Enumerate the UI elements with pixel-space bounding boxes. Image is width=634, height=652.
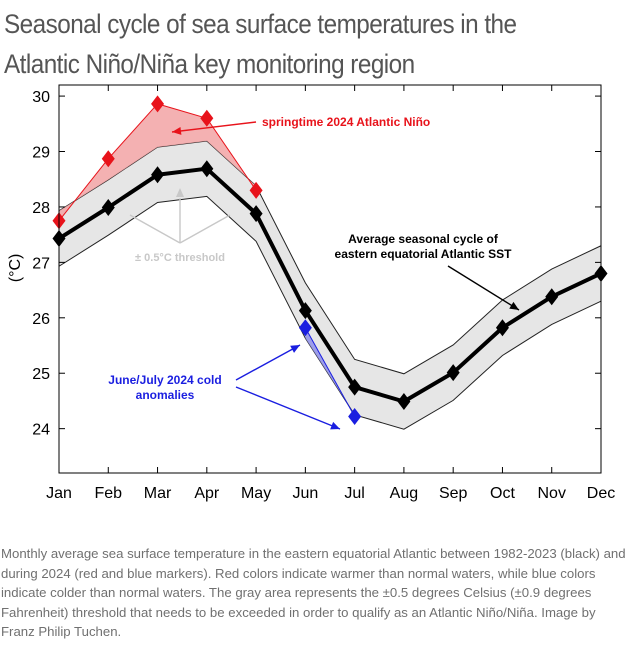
x-tick-label-apr: Apr bbox=[194, 485, 220, 502]
annotation-cold-anomalies-line: June/July 2024 cold bbox=[108, 373, 221, 387]
annotation-average-cycle: Average seasonal cycle of eastern equator… bbox=[335, 232, 513, 261]
x-tick-label-oct: Oct bbox=[490, 485, 515, 502]
arrow-average-cycle-head bbox=[509, 301, 519, 310]
cold-anomaly-line bbox=[304, 327, 356, 417]
y-tick-label: 26 bbox=[32, 311, 50, 328]
average-marker-jun bbox=[298, 302, 312, 320]
average-marker-sep bbox=[446, 364, 460, 382]
y-tick-label: 25 bbox=[32, 366, 50, 383]
annotation-cold-anomalies: June/July 2024 cold anomalies bbox=[108, 373, 221, 402]
annotation-average-cycle-line: eastern equatorial Atlantic SST bbox=[335, 247, 513, 261]
warm-marker-feb bbox=[101, 150, 115, 168]
warm-marker-mar bbox=[151, 95, 165, 113]
annotation-cold-anomalies-line: anomalies bbox=[136, 388, 195, 402]
warm-anomaly-layer bbox=[52, 95, 263, 230]
arrow-average-cycle-shaft bbox=[447, 265, 520, 311]
average-marker-apr bbox=[200, 160, 214, 178]
warm-marker-may bbox=[249, 181, 263, 199]
x-tick-label-dec: Dec bbox=[587, 485, 615, 502]
y-tick-label: 29 bbox=[32, 145, 50, 162]
average-marker-oct bbox=[495, 319, 509, 337]
arrow-cold-jul-shaft bbox=[235, 386, 341, 430]
chart-title: Seasonal cycle of sea surface temperatur… bbox=[4, 9, 517, 79]
x-tick-label-jul: Jul bbox=[344, 485, 364, 502]
threshold-band bbox=[59, 140, 601, 430]
figure-caption: Monthly average sea surface temperature … bbox=[1, 546, 626, 640]
x-tick-label-aug: Aug bbox=[390, 485, 418, 502]
threshold-arrow-up bbox=[176, 188, 184, 197]
annotation-average-cycle-line: Average seasonal cycle of bbox=[348, 232, 499, 246]
y-axis-label: (°C) bbox=[7, 254, 24, 283]
average-line bbox=[57, 166, 602, 404]
x-tick-label-nov: Nov bbox=[538, 485, 566, 502]
average-marker-aug bbox=[397, 392, 411, 410]
annotations-layer: springtime 2024 Atlantic Niño Average sea… bbox=[108, 115, 520, 430]
x-tick-label-feb: Feb bbox=[94, 485, 122, 502]
annotation-springtime-nino: springtime 2024 Atlantic Niño bbox=[262, 115, 430, 129]
x-tick-label-jan: Jan bbox=[46, 485, 72, 502]
threshold-bracket-left bbox=[129, 214, 181, 244]
x-tick-label-jun: Jun bbox=[292, 485, 318, 502]
y-tick-label: 28 bbox=[32, 200, 50, 217]
y-tick-label: 24 bbox=[32, 422, 50, 439]
average-marker-jul bbox=[348, 378, 362, 396]
arrow-cold-jun-head bbox=[290, 345, 300, 353]
average-marker-feb bbox=[101, 198, 115, 216]
x-tick-label-sep: Sep bbox=[439, 485, 468, 502]
axes-layer bbox=[58, 84, 602, 474]
plot-frame bbox=[58, 84, 602, 474]
x-tick-label-may: May bbox=[241, 485, 271, 502]
average-marker-may bbox=[249, 205, 263, 223]
chart: 24 25 26 27 28 29 30 Jan Feb Mar Apr May Jun Jul Aug Se… bbox=[7, 84, 615, 502]
warm-marker-apr bbox=[200, 109, 214, 127]
cold-marker-jul bbox=[348, 407, 362, 425]
arrow-springtime-nino-shaft bbox=[171, 121, 257, 133]
y-tick-label: 27 bbox=[32, 255, 50, 272]
arrow-cold-jun-shaft bbox=[235, 344, 301, 381]
arrow-springtime-nino-head bbox=[172, 126, 182, 135]
tick-labels-layer: 24 25 26 27 28 29 30 Jan Feb Mar Apr May Jun Jul Aug Se… bbox=[7, 89, 615, 502]
annotation-threshold: ± 0.5°C threshold bbox=[135, 252, 225, 264]
x-tick-label-mar: Mar bbox=[144, 485, 172, 502]
threshold-bracket-right bbox=[179, 214, 231, 244]
average-marker-mar bbox=[151, 166, 165, 184]
average-marker-nov bbox=[545, 288, 559, 306]
arrow-cold-jul-head bbox=[330, 421, 340, 430]
y-tick-label: 30 bbox=[32, 89, 50, 106]
average-series-layer bbox=[52, 160, 608, 410]
warm-anomaly-area bbox=[59, 103, 257, 221]
cold-marker-jun bbox=[298, 319, 312, 337]
cold-anomaly-layer bbox=[298, 319, 362, 425]
